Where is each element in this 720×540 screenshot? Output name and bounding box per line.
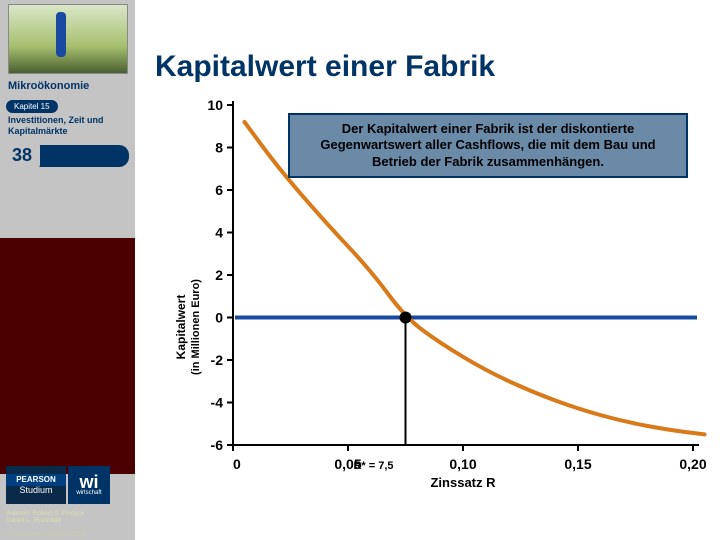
svg-text:(in Millionen Euro): (in Millionen Euro) bbox=[190, 279, 202, 375]
svg-text:4: 4 bbox=[215, 225, 223, 241]
chapter-pill: Kapitel 15 bbox=[6, 100, 58, 113]
main-content: Kapitalwert einer Fabrik Der Kapitalwert… bbox=[135, 0, 720, 540]
svg-text:10: 10 bbox=[207, 97, 223, 113]
callout-box: Der Kapitalwert einer Fabrik ist der dis… bbox=[288, 113, 688, 178]
svg-text:-6: -6 bbox=[211, 437, 224, 453]
page-number-bar: 38 bbox=[6, 145, 129, 167]
chapter-title: Investitionen, Zeit und Kapitalmärkte bbox=[0, 115, 135, 141]
svg-text:-4: -4 bbox=[211, 395, 224, 411]
pearson-logo: PEARSON Studium bbox=[6, 466, 66, 504]
wi-logo: wi wirtschaft bbox=[68, 466, 110, 504]
svg-text:Kapitalwert: Kapitalwert bbox=[174, 295, 188, 360]
copyright: © Pearson Studium 2009 bbox=[6, 531, 84, 538]
author-line-2: Daniel L. Rubinfeld bbox=[6, 517, 84, 524]
page-title: Kapitalwert einer Fabrik bbox=[135, 0, 720, 84]
authors: Autoren: Robert S. Pindyck Daniel L. Rub… bbox=[6, 510, 84, 524]
publisher-logos: PEARSON Studium wi wirtschaft bbox=[6, 466, 129, 504]
svg-text:0,20: 0,20 bbox=[679, 456, 706, 472]
svg-text:0,10: 0,10 bbox=[449, 456, 476, 472]
wi-label: wi bbox=[79, 474, 98, 490]
svg-text:-2: -2 bbox=[211, 352, 224, 368]
pearson-bottom: Studium bbox=[6, 486, 66, 496]
subject-label: Mikroökonomie bbox=[0, 74, 135, 94]
sidebar: Mikroökonomie Kapitel 15 Investitionen, … bbox=[0, 0, 135, 540]
svg-text:6: 6 bbox=[215, 182, 223, 198]
sidebar-dark-block bbox=[0, 238, 135, 474]
chart-container: Der Kapitalwert einer Fabrik ist der dis… bbox=[163, 95, 708, 515]
wi-sub: wirtschaft bbox=[76, 490, 101, 496]
svg-text:Zinssatz R: Zinssatz R bbox=[430, 475, 496, 490]
thumbnail-image bbox=[8, 4, 128, 74]
svg-text:8: 8 bbox=[215, 140, 223, 156]
svg-text:0: 0 bbox=[215, 310, 223, 326]
svg-text:R* = 7,5: R* = 7,5 bbox=[353, 460, 393, 472]
svg-text:0: 0 bbox=[233, 456, 241, 472]
svg-text:0,15: 0,15 bbox=[564, 456, 591, 472]
page-number: 38 bbox=[4, 143, 40, 168]
author-line-1: Autoren: Robert S. Pindyck bbox=[6, 510, 84, 517]
svg-text:2: 2 bbox=[215, 267, 223, 283]
